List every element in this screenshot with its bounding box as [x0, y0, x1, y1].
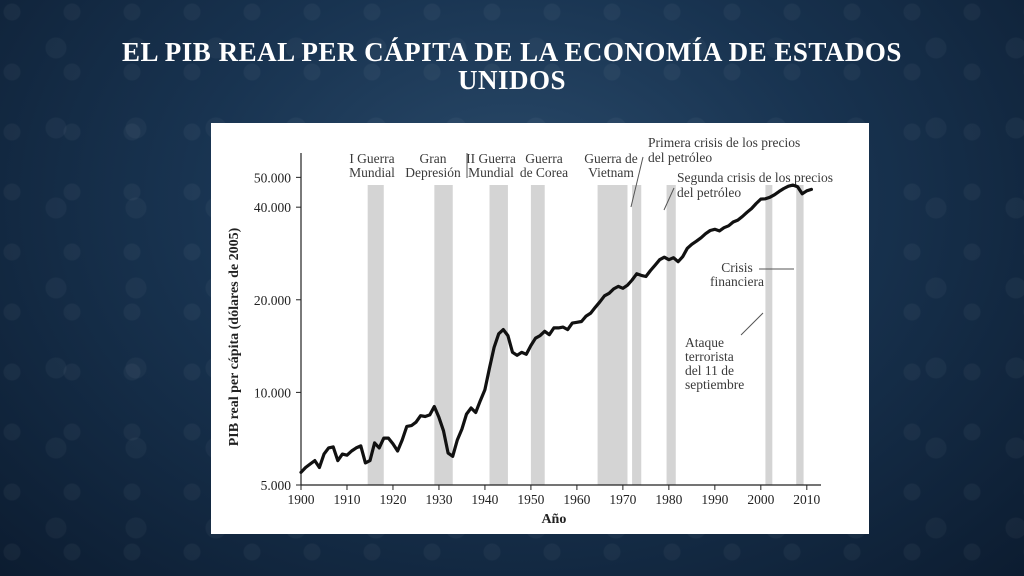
event-label-7: Ataque terrorista del 11 de septiembre [685, 335, 744, 392]
x-tick-label-0: 1900 [288, 492, 315, 507]
x-tick-label-4: 1940 [471, 492, 498, 507]
x-tick-label-8: 1980 [655, 492, 682, 507]
x-tick-label-11: 2010 [793, 492, 820, 507]
leader-segunda-crisis [663, 187, 675, 211]
x-tick-label-5: 1950 [517, 492, 544, 507]
y-axis-title: PIB real per cápita (dólares de 2005) [227, 227, 242, 446]
x-axis-title: Año [541, 512, 566, 527]
leader-primera-crisis [630, 156, 644, 208]
event-label-3: Guerra de Corea [520, 151, 568, 180]
event-band-7 [765, 185, 773, 485]
event-label-6: Segunda crisis de los precios del petróle… [677, 170, 833, 200]
event-band-8 [796, 185, 804, 485]
x-tick-label-1: 1910 [333, 492, 360, 507]
x-tick-label-7: 1970 [609, 492, 636, 507]
chart-panel: I Guerra Mundial Gran Depresión II Guerra Mun… [211, 123, 869, 534]
y-tick-label-3: 40.000 [254, 200, 291, 215]
leader-ataque [740, 312, 764, 336]
y-tick-label-1: 10.000 [254, 385, 291, 400]
slide-title-line-1: EL PIB REAL PER CÁPITA DE LA ECONOMÍA DE… [122, 37, 902, 67]
x-tick-label-3: 1930 [425, 492, 452, 507]
event-band-0 [367, 185, 384, 485]
x-tick-label-2: 1920 [379, 492, 406, 507]
x-tick-label-10: 2000 [747, 492, 774, 507]
event-label-5: Primera crisis de los precios del petróle… [648, 135, 800, 165]
event-label-4: Guerra de Vietnam [584, 151, 638, 180]
event-band-1 [434, 185, 453, 485]
x-tick-label-9: 1990 [701, 492, 728, 507]
event-band-4 [597, 185, 628, 485]
x-tick-label-6: 1960 [563, 492, 590, 507]
y-tick-label-4: 50.000 [254, 170, 291, 185]
slide-title: EL PIB REAL PER CÁPITA DE LA ECONOMÍA DE… [0, 38, 1024, 94]
event-label-8: Crisis financiera [710, 260, 764, 289]
event-label-2: II Guerra Mundial [466, 151, 516, 180]
event-label-1: Gran Depresión [405, 151, 461, 180]
event-band-5 [632, 185, 642, 485]
y-tick-label-2: 20.000 [254, 293, 291, 308]
event-band-3 [530, 185, 545, 485]
slide-title-line-2: UNIDOS [457, 65, 567, 95]
y-tick-label-0: 5.000 [261, 478, 292, 493]
event-label-0: I Guerra Mundial [349, 151, 395, 180]
event-band-6 [666, 185, 676, 485]
gdp-line-series-0 [299, 183, 814, 474]
